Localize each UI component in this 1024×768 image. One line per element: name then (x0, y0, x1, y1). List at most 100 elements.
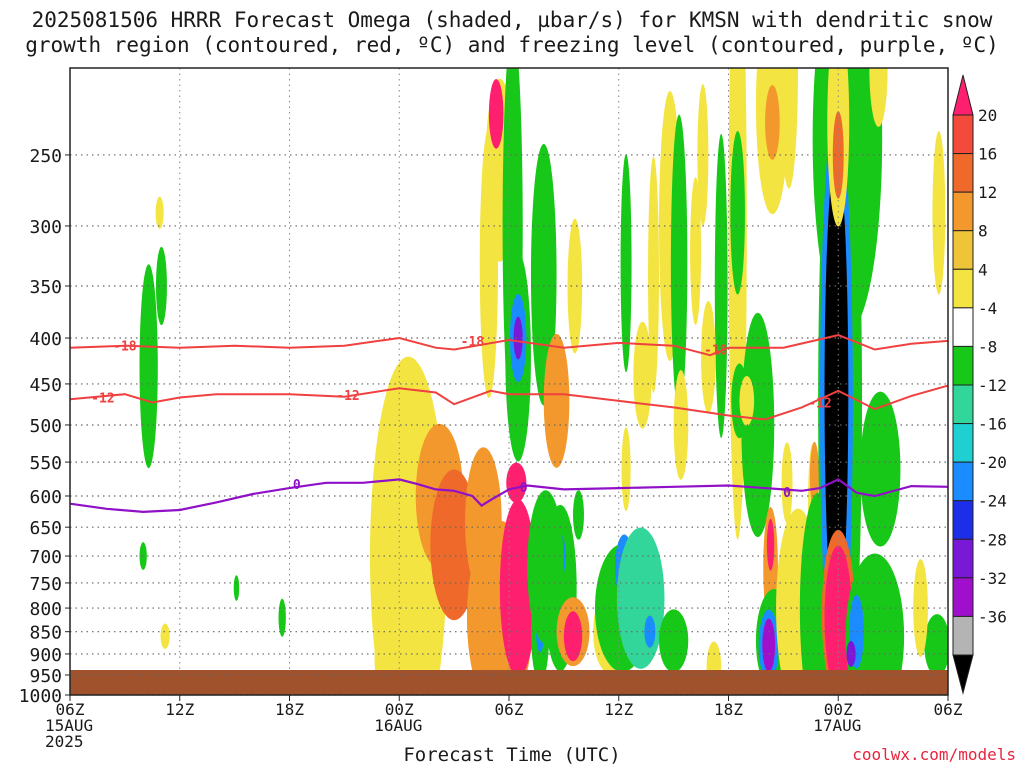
y-tick-label: 750 (29, 574, 62, 595)
colorbar-label: 4 (978, 260, 988, 279)
omega-region (155, 246, 167, 326)
omega-region (633, 321, 652, 429)
omega-region (644, 615, 656, 648)
colorbar-label: -20 (978, 453, 1007, 472)
colorbar-label: -36 (978, 607, 1007, 626)
omega-region (739, 375, 755, 426)
freezing-level-line (70, 478, 948, 514)
y-tick-label: 700 (29, 547, 62, 568)
omega-region (499, 499, 537, 677)
omega-region (278, 598, 286, 637)
x-tick-label: 15AUG (45, 716, 93, 735)
y-tick-label: 550 (29, 453, 62, 474)
colorbar: 20 16 12 8 4 -4 -8 -12 -16 -20 -24 -28 -32 -36 (952, 74, 1007, 695)
colorbar-swatch (952, 191, 974, 232)
colorbar-swatch (952, 577, 974, 617)
y-tick-label: 900 (29, 645, 62, 666)
colorbar-label: -32 (978, 569, 1007, 588)
y-tick-label: 850 (29, 623, 62, 644)
y-tick-label: 650 (29, 518, 62, 539)
colorbar-label: 12 (978, 183, 997, 202)
contour-label: 0 (293, 478, 301, 493)
colorbar-swatch (952, 74, 974, 116)
x-tick-label: 17AUG (813, 716, 861, 735)
omega-region (567, 218, 583, 354)
chart-title-line-1: 2025081506 HRRR Forecast Omega (shaded, … (31, 8, 993, 32)
x-tick-label: 06Z (495, 700, 524, 719)
chart-title-line-2: growth region (contoured, red, ºC) and f… (25, 33, 999, 57)
omega-region (832, 111, 844, 199)
omega-region (543, 333, 570, 468)
y-tick-label: 400 (29, 329, 62, 350)
omega-region (869, 68, 888, 127)
colorbar-swatch (952, 384, 974, 425)
omega-region (766, 518, 775, 571)
y-tick-label: 350 (29, 277, 62, 298)
y-tick-label: 1000 (19, 686, 62, 707)
omega-region (563, 611, 583, 662)
colorbar-swatch (952, 500, 974, 540)
colorbar-swatch (952, 345, 974, 386)
y-tick-label: 950 (29, 666, 62, 687)
contour-label: -18 (704, 344, 728, 359)
credit-link[interactable]: coolwx.com/models (852, 745, 1016, 764)
omega-region (860, 391, 901, 547)
colorbar-swatch (952, 654, 974, 695)
ground-surface (70, 670, 948, 695)
x-tick-label: 16AUG (374, 716, 422, 735)
omega-region (714, 134, 728, 438)
omega-region (530, 143, 557, 406)
omega-region (620, 154, 632, 373)
omega-region (658, 609, 689, 673)
colorbar-swatch (952, 461, 974, 502)
isotherm-minus18-line (70, 334, 948, 357)
omega-region (690, 177, 702, 326)
x-tick-label: 18Z (275, 700, 304, 719)
colorbar-swatch (952, 230, 974, 270)
x-tick-label: 00Z (824, 700, 853, 719)
omega-region (701, 301, 716, 414)
colorbar-swatch (952, 153, 974, 193)
omega-region (513, 316, 523, 360)
x-tick-label: 18Z (714, 700, 743, 719)
x-tick-label: 00Z (385, 700, 414, 719)
omega-region (913, 559, 928, 658)
contour-label: -12 (336, 389, 359, 404)
colorbar-label: 20 (978, 106, 997, 125)
y-tick-label: 450 (29, 375, 62, 396)
omega-region (924, 614, 948, 677)
omega-region (139, 264, 158, 469)
omega-region (160, 623, 170, 649)
colorbar-label: 8 (978, 222, 988, 241)
colorbar-label: -12 (978, 376, 1007, 395)
omega-region (670, 114, 688, 412)
omega-region (765, 85, 780, 160)
colorbar-swatch (952, 307, 974, 347)
contour-lines (70, 334, 948, 514)
omega-region (488, 79, 504, 149)
omega-region (621, 427, 631, 512)
y-tick-label: 250 (29, 146, 62, 167)
omega-region (779, 68, 799, 189)
x-tick-label: 12Z (165, 700, 194, 719)
omega-region (648, 156, 659, 393)
colorbar-label: -28 (978, 530, 1007, 549)
x-tick-label: 06Z (56, 700, 85, 719)
omega-region (932, 130, 946, 295)
contour-label: -18 (113, 340, 137, 355)
colorbar-swatch (952, 615, 974, 656)
omega-region (824, 545, 852, 690)
x-tick-label: 12Z (604, 700, 633, 719)
contour-label: -12 (91, 392, 114, 407)
omega-region (155, 196, 164, 229)
omega-region (573, 490, 584, 540)
x-tick-label: 2025 (45, 732, 84, 751)
omega-region (233, 575, 240, 601)
colorbar-swatch (952, 538, 974, 579)
y-axis: 2503003504004505005506006507007508008509… (19, 146, 70, 707)
y-tick-label: 300 (29, 217, 62, 238)
y-tick-label: 800 (29, 599, 62, 620)
isotherm-minus12-line (70, 384, 948, 421)
omega-region (139, 542, 147, 570)
